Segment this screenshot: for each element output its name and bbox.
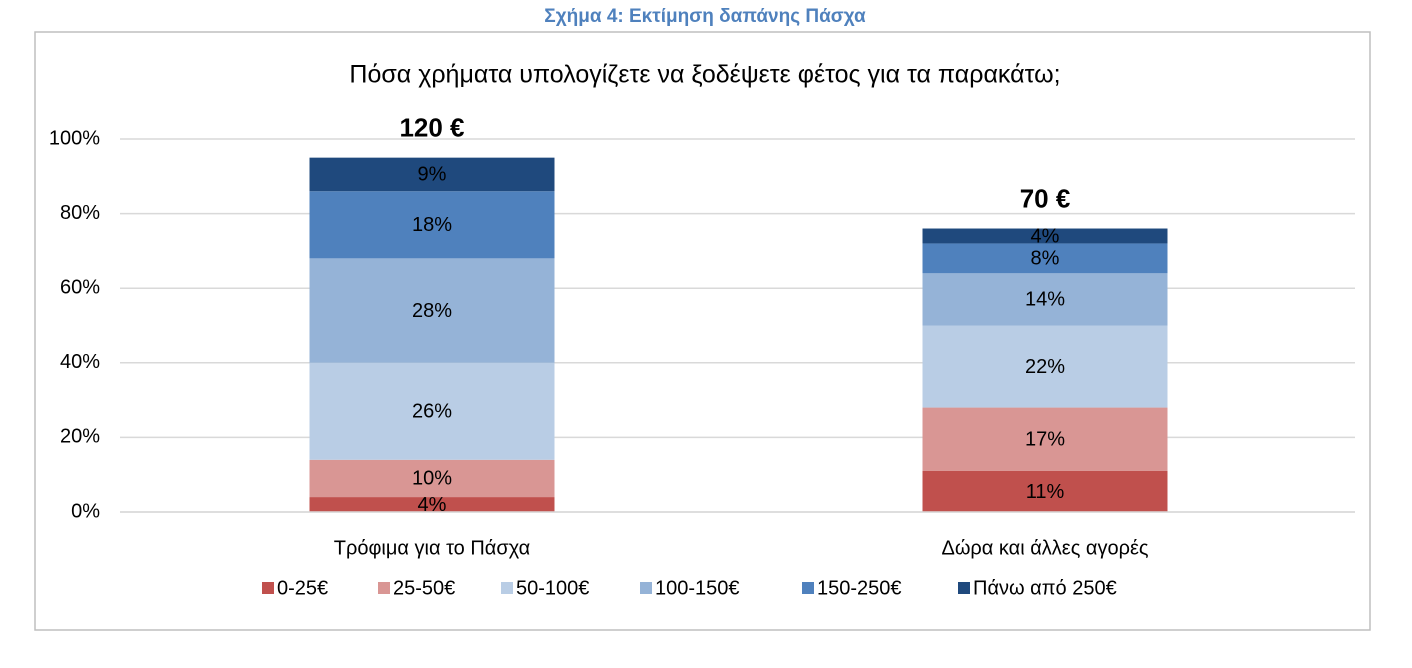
- y-tick-label: 40%: [60, 351, 100, 373]
- value-label: 10%: [412, 468, 452, 490]
- chart-title: Πόσα χρήματα υπολογίζετε να ξοδέψετε φέτ…: [349, 61, 1060, 89]
- bar-segment: [922, 325, 1168, 408]
- value-label: 17%: [1025, 429, 1065, 451]
- total-annotation: 70 €: [1020, 183, 1071, 213]
- value-label: 14%: [1025, 289, 1065, 311]
- chart-frame: [34, 31, 1371, 631]
- bar-segment: [309, 497, 555, 512]
- bar-segment: [922, 470, 1168, 512]
- legend-swatch: [262, 582, 274, 594]
- legend-label: 25-50€: [393, 577, 455, 599]
- bar-segment: [922, 243, 1168, 274]
- legend-swatch: [958, 582, 970, 594]
- x-tick-label: Τρόφιμα για το Πάσχα: [334, 537, 531, 559]
- legend-label: 0-25€: [277, 577, 328, 599]
- bar-segment: [922, 228, 1168, 244]
- value-label: 11%: [1026, 481, 1065, 503]
- bar-segment: [309, 157, 555, 192]
- bar-segment: [309, 459, 555, 498]
- value-label: 26%: [412, 401, 452, 423]
- value-label: 4%: [1031, 225, 1060, 247]
- value-label: 22%: [1025, 356, 1065, 378]
- value-label: 4%: [418, 494, 447, 516]
- bar-segment: [309, 191, 555, 259]
- legend-label: 150-250€: [817, 577, 902, 599]
- legend-label: Πάνω από 250€: [973, 577, 1117, 599]
- x-tick-label: Δώρα και άλλες αγορές: [941, 537, 1148, 559]
- legend-swatch: [802, 582, 814, 594]
- legend-swatch: [501, 582, 513, 594]
- legend-label: 100-150€: [655, 577, 740, 599]
- value-label: 8%: [1031, 248, 1060, 270]
- legend-swatch: [640, 582, 652, 594]
- legend-swatch: [378, 582, 390, 594]
- bar-segment: [309, 258, 555, 363]
- total-annotation: 120 €: [399, 113, 464, 143]
- bar-segment: [309, 362, 555, 460]
- y-tick-label: 80%: [60, 202, 100, 224]
- caption: Σχήμα 4: Εκτίμηση δαπάνης Πάσχα: [544, 6, 866, 27]
- y-tick-label: 20%: [60, 426, 100, 448]
- value-label: 28%: [412, 300, 452, 322]
- y-tick-label: 0%: [71, 500, 100, 522]
- bar-segment: [922, 407, 1168, 471]
- value-label: 9%: [418, 164, 447, 186]
- y-tick-label: 60%: [60, 276, 100, 298]
- bar-segment: [922, 273, 1168, 326]
- y-tick-label: 100%: [49, 127, 100, 149]
- value-label: 18%: [412, 214, 452, 236]
- legend-label: 50-100€: [516, 577, 589, 599]
